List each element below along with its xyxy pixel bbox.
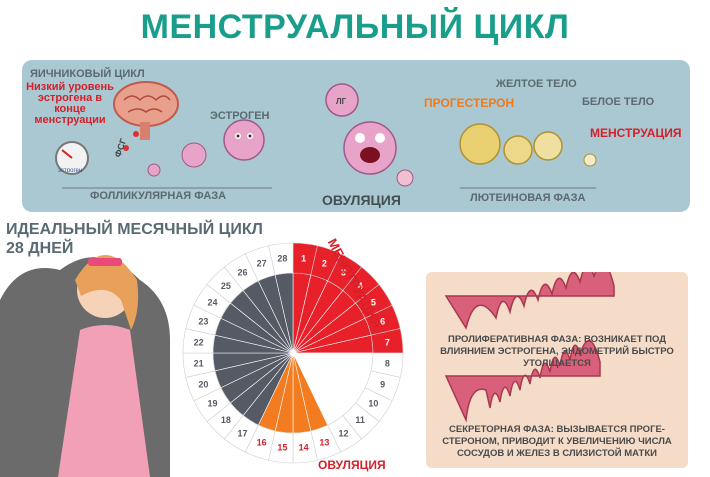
cycle-day-label-12: 12 bbox=[339, 428, 349, 438]
follicular-phase-label: ФОЛЛИКУЛЯРНАЯ ФАЗА bbox=[90, 190, 227, 202]
cycle-day-label-26: 26 bbox=[237, 268, 247, 278]
proliferative-endometrium-icon bbox=[444, 272, 615, 330]
cycle-day-label-9: 9 bbox=[380, 379, 385, 389]
endometrium-illustrations bbox=[444, 272, 615, 423]
luteal-phase-label: ЛЮТЕИНОВАЯ ФАЗА bbox=[470, 192, 586, 204]
progesterone-label: ПРОГЕСТЕРОН bbox=[424, 96, 515, 110]
cycle-days-label: 28 ДНЕЙ bbox=[6, 240, 74, 257]
cycle-day-label-18: 18 bbox=[221, 415, 231, 425]
cycle-day-label-2: 2 bbox=[322, 258, 327, 268]
cycle-day-label-23: 23 bbox=[198, 317, 208, 327]
cycle-day-label-24: 24 bbox=[208, 297, 218, 307]
page-title: МЕНСТРУАЛЬНЫЙ ЦИКЛ bbox=[140, 8, 570, 46]
corpus-luteum-icons bbox=[459, 123, 597, 167]
cycle-title: ИДЕАЛЬНЫЙ МЕСЯЧНЫЙ ЦИКЛ bbox=[6, 221, 263, 238]
cycle-day-label-13: 13 bbox=[319, 438, 329, 448]
cycle-day-label-22: 22 bbox=[194, 337, 204, 347]
menstruation-label-top: МЕНСТРУАЦИЯ bbox=[590, 126, 682, 140]
ovarian-cycle-label: ЯИЧНИКОВЫЙ ЦИКЛ bbox=[30, 68, 145, 80]
estrogen-gauge-icon bbox=[55, 141, 89, 175]
cycle-day-label-11: 11 bbox=[355, 415, 365, 425]
secretory-endometrium-icon bbox=[444, 340, 601, 423]
cycle-day-label-8: 8 bbox=[385, 359, 390, 369]
estrogen-label: ЭСТРОГЕН bbox=[210, 110, 270, 122]
lh-label: ЛГ bbox=[336, 97, 347, 106]
ovulation-label-wheel: ОВУЛЯЦИЯ bbox=[318, 458, 386, 472]
cycle-wheel: 1 234567891011121314151617181920212223242… bbox=[182, 242, 404, 464]
cycle-day-label-14: 14 bbox=[299, 442, 309, 452]
cycle-day-label-19: 19 bbox=[208, 399, 218, 409]
cycle-day-label-6: 6 bbox=[380, 317, 385, 327]
cycle-day-label-25: 25 bbox=[221, 281, 231, 291]
cycle-day-label-5: 5 bbox=[371, 297, 376, 307]
cycle-day-label-28: 28 bbox=[277, 254, 287, 264]
gauge-label: эстроген bbox=[58, 168, 82, 174]
follicle-icons bbox=[147, 119, 265, 177]
cycle-day-label-1: 1 bbox=[301, 254, 306, 264]
cycle-day-label-4: 4 bbox=[358, 281, 363, 291]
cycle-day-label-20: 20 bbox=[198, 379, 208, 389]
cycle-day-label-15: 15 bbox=[277, 442, 287, 452]
woman-illustration bbox=[0, 255, 170, 477]
ovulation-label: ОВУЛЯЦИЯ bbox=[322, 192, 401, 208]
cycle-day-label-27: 27 bbox=[257, 258, 267, 268]
cycle-day-label-17: 17 bbox=[237, 428, 247, 438]
low-estrogen-label: Низкий уровень эстрогена в конце менстру… bbox=[26, 81, 114, 126]
secretory-description: СЕКРЕТОРНАЯ ФАЗА: ВЫЗЫВАЕТСЯ ПРОГЕ- СТЕР… bbox=[442, 424, 672, 459]
cycle-day-label-3: 3 bbox=[341, 268, 346, 278]
ovulation-character-icon bbox=[325, 83, 414, 187]
cycle-day-label-10: 10 bbox=[368, 399, 378, 409]
cycle-day-label-21: 21 bbox=[194, 359, 204, 369]
brain-icon bbox=[113, 81, 179, 151]
cycle-ring-day-28 bbox=[268, 242, 294, 276]
proliferative-description: ПРОЛИФЕРАТИВНАЯ ФАЗА: ВОЗНИКАЕТ ПОД ВЛИЯ… bbox=[440, 334, 674, 369]
cycle-day-label-7: 7 bbox=[385, 337, 390, 347]
corpus-luteum-label: ЖЕЛТОЕ ТЕЛО bbox=[496, 78, 577, 90]
corpus-albicans-label: БЕЛОЕ ТЕЛО bbox=[582, 96, 655, 108]
cycle-day-label-16: 16 bbox=[257, 438, 267, 448]
